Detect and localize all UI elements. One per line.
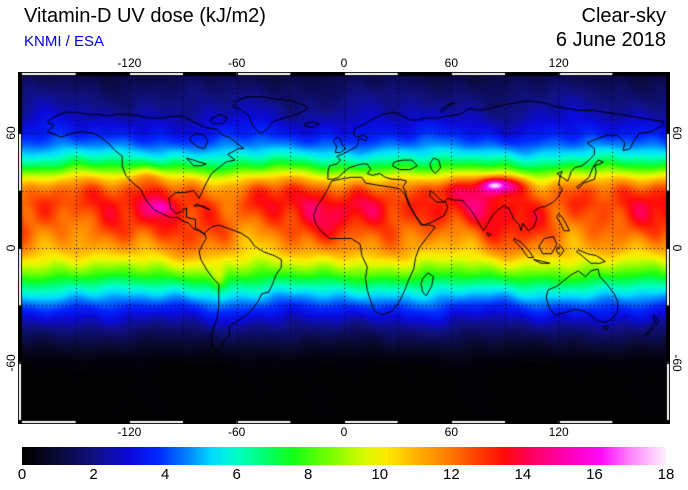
latitude-tick-label-left: 0 [4, 244, 18, 252]
longitude-tick-label-top: 60 [444, 56, 459, 70]
longitude-tick-label-top: 0 [340, 56, 348, 70]
longitude-tick-label-top: -120 [117, 56, 142, 70]
colorbar-tick-label: 14 [514, 466, 532, 483]
latitude-tick-label-right: 0 [670, 244, 684, 252]
colorbar-tick-label: 10 [371, 466, 389, 483]
figure-date: 6 June 2018 [555, 29, 666, 51]
colorbar-gradient [22, 447, 666, 465]
latitude-tick-label-left: 60 [4, 126, 18, 141]
figure-source-credit: KNMI / ESA [24, 33, 105, 50]
latitude-tick-label-right: -60 [670, 353, 684, 372]
latitude-tick-label-right: 60 [670, 126, 684, 141]
colorbar-tick-label: 16 [586, 466, 603, 483]
colorbar-tick-label: 12 [442, 466, 460, 483]
longitude-tick-label-bottom: -60 [227, 425, 246, 439]
figure-title: Vitamin-D UV dose (kJ/m2) [24, 5, 266, 27]
world-uv-heatmap-canvas [18, 72, 670, 424]
longitude-tick-label-top: 120 [548, 56, 569, 70]
longitude-tick-label-bottom: 0 [340, 425, 348, 439]
colorbar-tick-label: 4 [160, 466, 170, 483]
sky-condition-label: Clear-sky [581, 5, 666, 27]
colorbar-tick-label: 18 [657, 466, 675, 483]
longitude-tick-label-bottom: 60 [444, 425, 459, 439]
colorbar-tick-label: 2 [89, 466, 98, 483]
longitude-tick-label-bottom: -120 [117, 425, 142, 439]
colorbar-tick-label: 8 [304, 466, 313, 483]
latitude-tick-label-left: -60 [4, 353, 18, 372]
colorbar-tick-label: 0 [17, 466, 27, 483]
colorbar-tick-label: 6 [232, 466, 241, 483]
longitude-tick-label-top: -60 [227, 56, 246, 70]
longitude-tick-label-bottom: 120 [548, 425, 569, 439]
